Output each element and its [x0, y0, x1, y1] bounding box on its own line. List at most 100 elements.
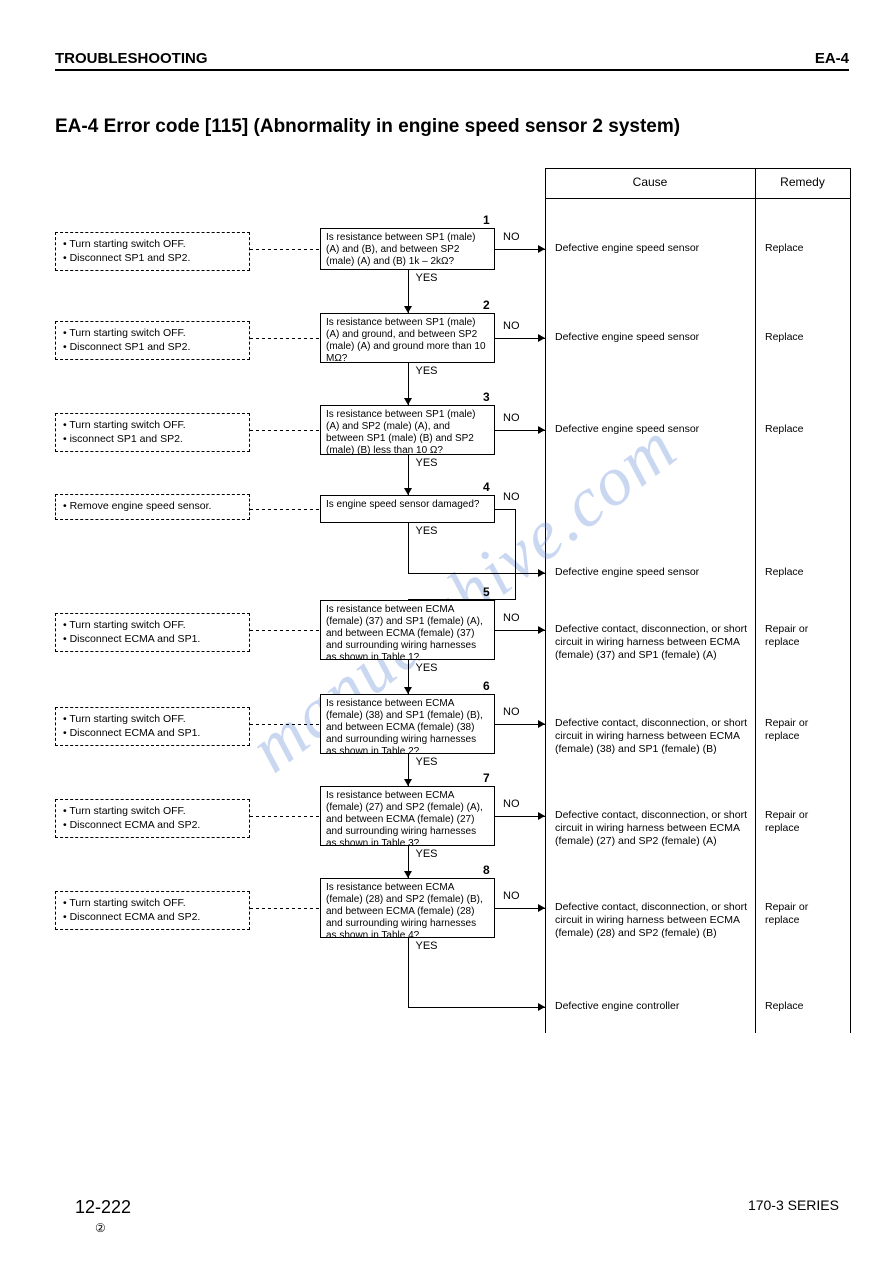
step-number-1: 1	[483, 213, 490, 227]
yes-label-6: YES	[416, 756, 438, 768]
no-vline-4	[515, 509, 516, 600]
prep-box-2: Turn starting switch OFF.Disconnect SP1 …	[55, 321, 250, 360]
step-number-5: 5	[483, 585, 490, 599]
cause-7: Defective contact, disconnection, or sho…	[555, 809, 750, 848]
prep-connector-3	[250, 430, 320, 431]
cause-6: Defective contact, disconnection, or sho…	[555, 717, 750, 756]
no-label-5: NO	[503, 612, 520, 624]
remedy-1: Replace	[765, 242, 845, 255]
prep-connector-4	[250, 509, 320, 510]
prep-box-5: Turn starting switch OFF.Disconnect ECMA…	[55, 613, 250, 652]
step-number-4: 4	[483, 480, 490, 494]
step-number-6: 6	[483, 679, 490, 693]
decision-box-6: Is resistance between ECMA (female) (38)…	[320, 694, 495, 754]
arrow-cause-8	[538, 904, 545, 912]
yes-vline-4	[408, 523, 409, 573]
no-label-6: NO	[503, 706, 520, 718]
prep-box-4: Remove engine speed sensor.	[55, 494, 250, 520]
table-col2-border	[755, 168, 756, 1033]
final-hline	[408, 1007, 546, 1008]
header-right: EA-4	[815, 50, 849, 67]
remedy-6: Repair or replace	[765, 717, 845, 743]
table-top-border	[545, 168, 850, 169]
arrow-down-6	[404, 779, 412, 786]
no-label-1: NO	[503, 231, 520, 243]
no-line-4	[495, 509, 515, 510]
prep-box-6: Turn starting switch OFF.Disconnect ECMA…	[55, 707, 250, 746]
table-col3-border	[850, 168, 851, 1033]
remedy-header: Remedy	[755, 175, 850, 189]
prep-connector-7	[250, 816, 320, 817]
prep-connector-8	[250, 908, 320, 909]
decision-box-7: Is resistance between ECMA (female) (27)…	[320, 786, 495, 846]
flowchart: Cause Remedy manualshive.com Turn starti…	[55, 168, 850, 1063]
arrow-cause-6	[538, 720, 545, 728]
table-col1-border	[545, 168, 546, 1033]
yes-label-2: YES	[416, 365, 438, 377]
prep-box-7: Turn starting switch OFF.Disconnect ECMA…	[55, 799, 250, 838]
prep-connector-6	[250, 724, 320, 725]
arrow-cause-1	[538, 245, 545, 253]
cause-2: Defective engine speed sensor	[555, 331, 750, 344]
header-left: TROUBLESHOOTING	[55, 50, 208, 67]
step-number-7: 7	[483, 771, 490, 785]
yes-label-8: YES	[416, 940, 438, 952]
arrow-down-5	[404, 687, 412, 694]
arrow-final	[538, 1003, 545, 1011]
step-number-2: 2	[483, 298, 490, 312]
cause-header: Cause	[545, 175, 755, 189]
decision-box-1: Is resistance between SP1 (male) (A) and…	[320, 228, 495, 270]
no-label-3: NO	[503, 412, 520, 424]
decision-box-5: Is resistance between ECMA (female) (37)…	[320, 600, 495, 660]
prep-box-1: Turn starting switch OFF.Disconnect SP1 …	[55, 232, 250, 271]
cause-8: Defective contact, disconnection, or sho…	[555, 901, 750, 940]
decision-box-3: Is resistance between SP1 (male) (A) and…	[320, 405, 495, 455]
arrow-down-3	[404, 488, 412, 495]
prep-box-3: Turn starting switch OFF.isconnect SP1 a…	[55, 413, 250, 452]
arrow-down-7	[404, 871, 412, 878]
no-label-7: NO	[503, 798, 520, 810]
arrow-down-2	[404, 398, 412, 405]
cause-3: Defective engine speed sensor	[555, 423, 750, 436]
yes-label-5: YES	[416, 662, 438, 674]
decision-box-4: Is engine speed sensor damaged?	[320, 495, 495, 523]
cause-4: Defective engine speed sensor	[555, 566, 750, 579]
cause-1: Defective engine speed sensor	[555, 242, 750, 255]
prep-connector-2	[250, 338, 320, 339]
step-number-8: 8	[483, 863, 490, 877]
decision-box-2: Is resistance between SP1 (male) (A) and…	[320, 313, 495, 363]
yes-label-4: YES	[416, 525, 438, 537]
prep-box-8: Turn starting switch OFF.Disconnect ECMA…	[55, 891, 250, 930]
remedy-3: Replace	[765, 423, 845, 436]
remedy-7: Repair or replace	[765, 809, 845, 835]
arrow-cause-2	[538, 334, 545, 342]
cause-final: Defective engine controller	[555, 1000, 750, 1013]
footer-series: 170-3 SERIES	[748, 1197, 839, 1213]
yes-vline-8	[408, 938, 409, 1007]
table-header-border	[545, 198, 850, 199]
remedy-4: Replace	[765, 566, 845, 579]
remedy-final: Replace	[765, 1000, 845, 1013]
remedy-8: Repair or replace	[765, 901, 845, 927]
step-number-3: 3	[483, 390, 490, 404]
decision-box-8: Is resistance between ECMA (female) (28)…	[320, 878, 495, 938]
arrow-cause-7	[538, 812, 545, 820]
arrow-cause-5	[538, 626, 545, 634]
arrow-down-1	[404, 306, 412, 313]
yes-label-7: YES	[416, 848, 438, 860]
page-title: EA-4 Error code [115] (Abnormality in en…	[55, 116, 849, 138]
footer-note: ②	[95, 1221, 106, 1235]
no-label-4: NO	[503, 491, 520, 503]
arrow-cause-3	[538, 426, 545, 434]
no-label-2: NO	[503, 320, 520, 332]
remedy-5: Repair or replace	[765, 623, 845, 649]
arrow-cause-4	[538, 569, 545, 577]
yes-label-3: YES	[416, 457, 438, 469]
footer-page: 12-222	[75, 1197, 131, 1218]
page-header: TROUBLESHOOTING EA-4	[55, 50, 849, 71]
yes-label-1: YES	[416, 272, 438, 284]
prep-connector-1	[250, 249, 320, 250]
prep-connector-5	[250, 630, 320, 631]
no-label-8: NO	[503, 890, 520, 902]
yes-hline-4	[408, 573, 546, 574]
